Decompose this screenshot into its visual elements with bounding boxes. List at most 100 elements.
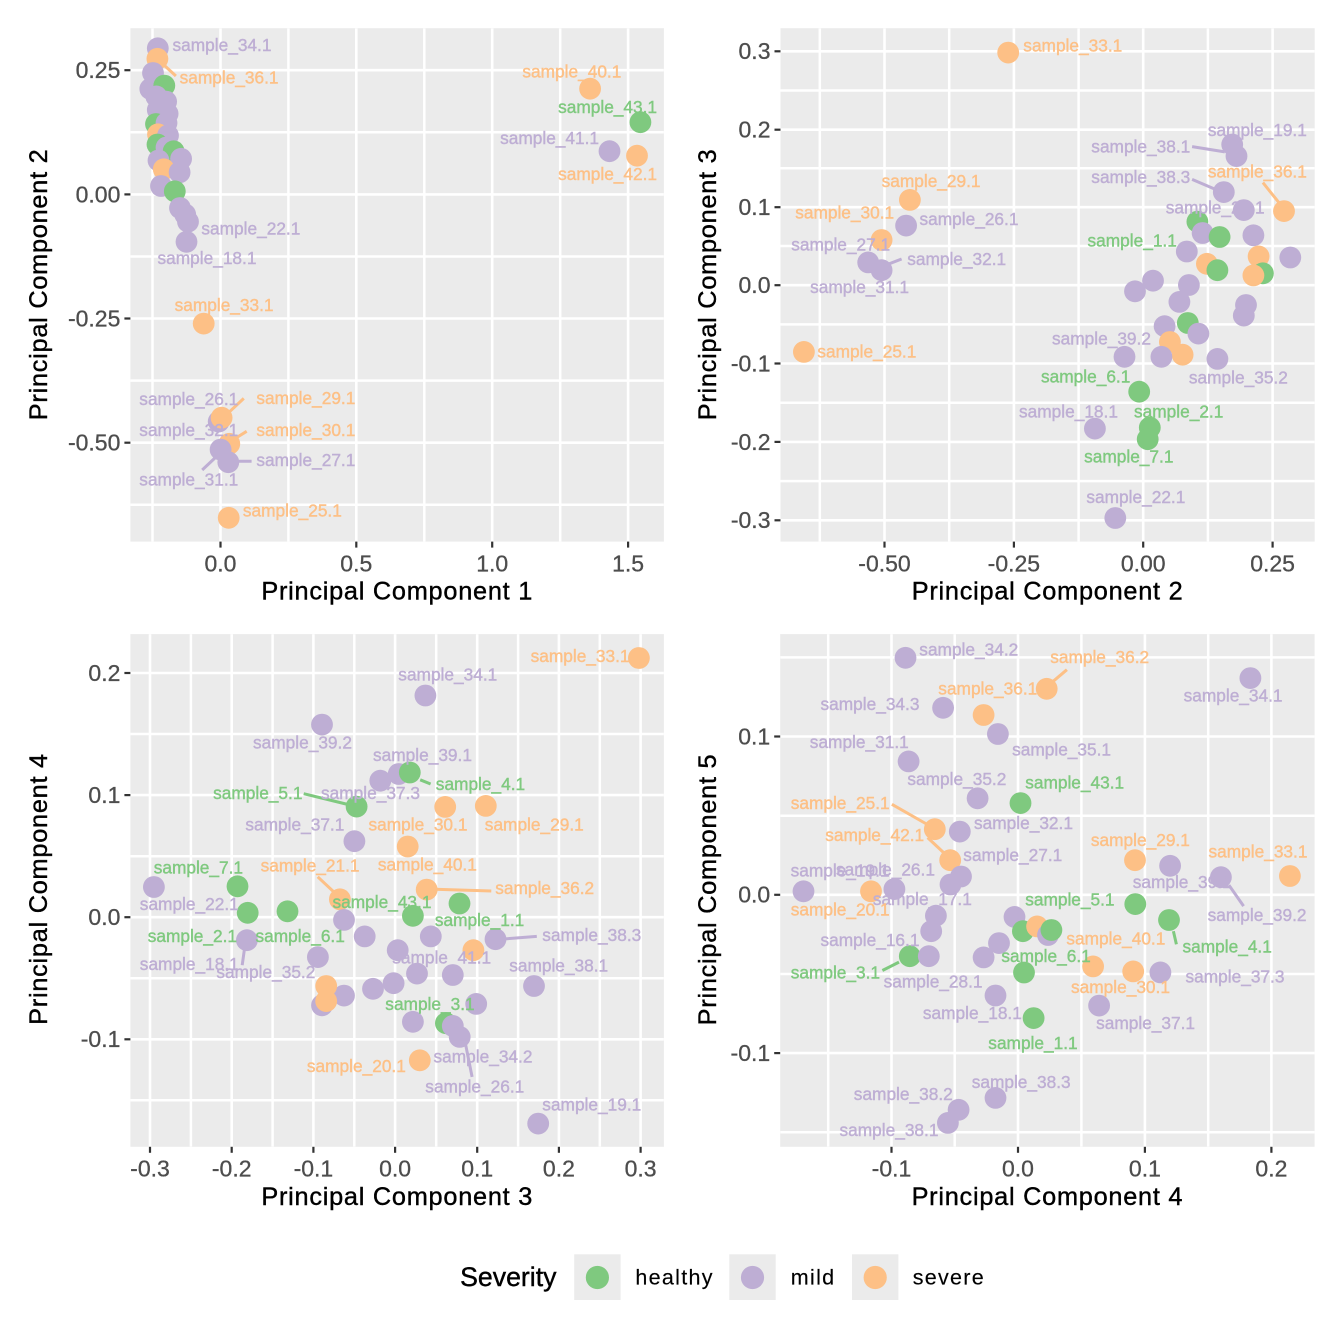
svg-text:sample_7.1: sample_7.1 xyxy=(1084,447,1173,467)
svg-text:0.3: 0.3 xyxy=(739,38,771,64)
svg-text:sample_35.2: sample_35.2 xyxy=(907,769,1006,789)
svg-text:sample_38.1: sample_38.1 xyxy=(509,956,608,976)
svg-text:Principal Component 3: Principal Component 3 xyxy=(261,1183,533,1211)
svg-text:sample_27.1: sample_27.1 xyxy=(256,450,355,470)
svg-text:-0.25: -0.25 xyxy=(68,305,120,331)
svg-text:sample_34.1: sample_34.1 xyxy=(1184,686,1283,706)
svg-text:sample_3.1: sample_3.1 xyxy=(385,994,474,1014)
svg-text:0.2: 0.2 xyxy=(739,117,771,143)
svg-text:sample_36.1: sample_36.1 xyxy=(180,68,279,88)
svg-text:sample_25.1: sample_25.1 xyxy=(817,342,916,362)
svg-text:sample_41.1: sample_41.1 xyxy=(392,947,491,967)
svg-text:sample_31.1: sample_31.1 xyxy=(810,277,909,297)
svg-text:sample_31.1: sample_31.1 xyxy=(139,469,238,489)
svg-text:sample_30.1: sample_30.1 xyxy=(795,203,894,223)
svg-text:sample_39.2: sample_39.2 xyxy=(1052,328,1151,348)
svg-text:0.2: 0.2 xyxy=(88,660,120,686)
svg-text:sample_40.1: sample_40.1 xyxy=(378,855,477,875)
svg-text:sample_20.1: sample_20.1 xyxy=(307,1056,406,1076)
svg-text:sample_19.1: sample_19.1 xyxy=(542,1095,641,1115)
svg-text:sample_19.1: sample_19.1 xyxy=(1208,120,1307,140)
svg-text:sample_4.1: sample_4.1 xyxy=(436,774,525,794)
svg-text:sample_38.3: sample_38.3 xyxy=(972,1072,1071,1092)
svg-text:sample_21.1: sample_21.1 xyxy=(261,856,360,876)
svg-text:0.1: 0.1 xyxy=(739,194,771,220)
svg-text:sample_20.1: sample_20.1 xyxy=(791,900,890,920)
svg-text:sample_22.1: sample_22.1 xyxy=(140,894,239,914)
svg-text:sample_30.1: sample_30.1 xyxy=(369,815,468,835)
svg-text:sample_7.1: sample_7.1 xyxy=(154,858,243,878)
svg-text:sample_33.1: sample_33.1 xyxy=(531,646,630,666)
svg-text:sample_25.1: sample_25.1 xyxy=(791,793,890,813)
svg-text:sample_27.1: sample_27.1 xyxy=(791,234,890,254)
svg-text:sample_36.2: sample_36.2 xyxy=(495,878,594,898)
svg-text:0.2: 0.2 xyxy=(1255,1156,1287,1182)
svg-text:sample_22.1: sample_22.1 xyxy=(1086,487,1185,507)
svg-text:sample_42.1: sample_42.1 xyxy=(558,164,657,184)
svg-text:0.1: 0.1 xyxy=(1129,1156,1161,1182)
svg-text:sample_33.1: sample_33.1 xyxy=(175,295,274,315)
svg-text:sample_6.1: sample_6.1 xyxy=(1041,367,1130,387)
svg-text:sample_28.1: sample_28.1 xyxy=(884,972,983,992)
svg-text:sample_32.1: sample_32.1 xyxy=(974,813,1073,833)
svg-text:sample_35.2: sample_35.2 xyxy=(216,962,315,982)
svg-text:0.25: 0.25 xyxy=(1250,550,1295,576)
svg-text:severe: severe xyxy=(913,1266,985,1290)
svg-text:-0.3: -0.3 xyxy=(130,1156,170,1182)
svg-text:sample_29.1: sample_29.1 xyxy=(882,171,981,191)
svg-text:-0.50: -0.50 xyxy=(858,550,910,576)
svg-text:0.5: 0.5 xyxy=(340,550,372,576)
svg-text:sample_38.3: sample_38.3 xyxy=(1091,167,1190,187)
svg-text:sample_38.2: sample_38.2 xyxy=(854,1084,953,1104)
svg-text:0.0: 0.0 xyxy=(738,882,770,908)
svg-text:0.0: 0.0 xyxy=(739,272,771,298)
svg-text:sample_1.1: sample_1.1 xyxy=(1088,230,1177,250)
svg-text:sample_35.1: sample_35.1 xyxy=(1012,739,1111,759)
svg-text:sample_32.1: sample_32.1 xyxy=(907,249,1006,269)
svg-text:sample_18.1: sample_18.1 xyxy=(140,954,239,974)
svg-text:sample_22.1: sample_22.1 xyxy=(201,218,300,238)
svg-text:sample_33.1: sample_33.1 xyxy=(1023,35,1122,55)
svg-text:sample_18.1: sample_18.1 xyxy=(923,1003,1022,1023)
svg-text:sample_34.2: sample_34.2 xyxy=(919,639,1018,659)
svg-text:sample_40.1: sample_40.1 xyxy=(1066,929,1165,949)
svg-text:0.1: 0.1 xyxy=(461,1156,493,1182)
svg-text:sample_29.1: sample_29.1 xyxy=(1091,830,1190,850)
svg-text:sample_33.1: sample_33.1 xyxy=(1209,842,1308,862)
svg-text:sample_34.1: sample_34.1 xyxy=(173,35,272,55)
svg-text:sample_30.1: sample_30.1 xyxy=(1071,977,1170,997)
svg-text:0.25: 0.25 xyxy=(76,57,121,83)
svg-text:0.00: 0.00 xyxy=(1121,550,1166,576)
svg-text:sample_36.2: sample_36.2 xyxy=(1050,647,1149,667)
svg-text:Principal Component 4: Principal Component 4 xyxy=(25,753,53,1025)
svg-text:sample_6.1: sample_6.1 xyxy=(256,926,345,946)
svg-text:sample_41.1: sample_41.1 xyxy=(500,128,599,148)
svg-text:sample_26.1: sample_26.1 xyxy=(425,1077,524,1097)
svg-text:-0.3: -0.3 xyxy=(731,507,771,533)
svg-text:sample_26.1: sample_26.1 xyxy=(139,389,238,409)
svg-text:1.5: 1.5 xyxy=(612,550,644,576)
svg-text:sample_1.1: sample_1.1 xyxy=(435,910,524,930)
svg-text:sample_29.1: sample_29.1 xyxy=(485,815,584,835)
svg-text:sample_27.1: sample_27.1 xyxy=(963,845,1062,865)
svg-text:sample_37.3: sample_37.3 xyxy=(321,783,420,803)
svg-text:sample_16.1: sample_16.1 xyxy=(821,930,920,950)
svg-text:0.1: 0.1 xyxy=(88,782,120,808)
svg-text:-0.25: -0.25 xyxy=(988,550,1040,576)
svg-text:0.2: 0.2 xyxy=(543,1156,575,1182)
svg-text:-0.50: -0.50 xyxy=(68,430,120,456)
svg-text:sample_37.3: sample_37.3 xyxy=(1186,967,1285,987)
svg-text:sample_19.1: sample_19.1 xyxy=(791,860,890,880)
svg-text:sample_34.1: sample_34.1 xyxy=(398,665,497,685)
svg-text:-0.1: -0.1 xyxy=(294,1156,334,1182)
svg-text:sample_1.1: sample_1.1 xyxy=(988,1033,1077,1053)
svg-text:sample_35.2: sample_35.2 xyxy=(1189,368,1288,388)
svg-text:-0.1: -0.1 xyxy=(731,350,771,376)
svg-text:Principal Component 2: Principal Component 2 xyxy=(25,149,53,421)
svg-text:sample_30.1: sample_30.1 xyxy=(256,420,355,440)
svg-text:sample_3.1: sample_3.1 xyxy=(791,963,880,983)
svg-text:sample_25.1: sample_25.1 xyxy=(243,500,342,520)
svg-text:1.0: 1.0 xyxy=(476,550,508,576)
svg-text:Principal Component 4: Principal Component 4 xyxy=(912,1183,1184,1211)
svg-text:-0.1: -0.1 xyxy=(872,1156,912,1182)
